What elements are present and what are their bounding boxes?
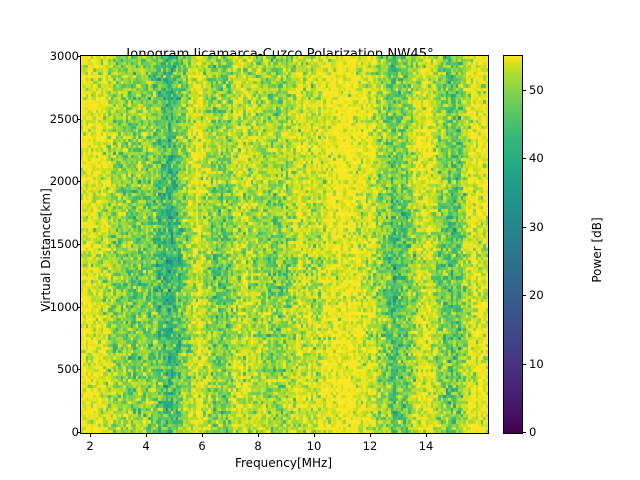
xtick-mark-1 [146, 433, 147, 437]
xtick-label-6: 14 [418, 439, 434, 453]
ytick-mark-4 [76, 181, 80, 183]
xtick-mark-5 [370, 433, 371, 437]
ytick-label-5: 2500 [49, 111, 79, 126]
xtick-mark-3 [258, 433, 259, 437]
ytick-mark-0 [76, 432, 80, 433]
ytick-label-6: 3000 [49, 49, 79, 63]
xtick-label-1: 4 [142, 439, 150, 453]
colorbar-tick-label-3: 30 [529, 219, 544, 234]
xtick-label-4: 10 [306, 439, 322, 453]
xtick-label-0: 2 [86, 439, 94, 453]
ytick-label-0: 0 [71, 425, 79, 439]
colorbar-tick-mark-1 [522, 363, 526, 365]
colorbar-tick-mark-2 [522, 295, 526, 296]
colorbar-tick-mark-3 [522, 226, 526, 228]
ytick-mark-5 [76, 118, 80, 120]
xtick-mark-6 [426, 433, 427, 437]
ytick-label-2: 1000 [49, 299, 79, 314]
xtick-label-2: 6 [198, 439, 206, 453]
plot-area [80, 55, 489, 434]
xtick-mark-0 [90, 433, 91, 437]
ytick-label-1: 500 [57, 362, 79, 377]
colorbar-tick-mark-5 [522, 89, 526, 91]
ytick-label-4: 2000 [49, 174, 79, 189]
ytick-mark-1 [76, 369, 80, 371]
xtick-mark-4 [314, 433, 315, 437]
x-axis-label: Frequency[MHz] [234, 456, 333, 470]
ytick-mark-2 [76, 306, 80, 308]
colorbar-tick-label-5: 50 [529, 82, 544, 97]
colorbar-tick-label-4: 40 [529, 151, 544, 165]
colorbar-tick-mark-4 [522, 158, 526, 159]
xtick-mark-2 [202, 433, 203, 437]
xtick-label-3: 8 [254, 439, 262, 453]
colorbar-tick-label-1: 10 [529, 356, 544, 371]
ytick-label-3: 1500 [49, 237, 79, 251]
colorbar-tick-mark-0 [522, 432, 526, 433]
ionogram-heatmap [81, 56, 488, 433]
ytick-mark-3 [76, 244, 80, 245]
xtick-label-5: 12 [362, 439, 378, 453]
colorbar-tick-label-2: 20 [529, 288, 544, 302]
colorbar [503, 55, 523, 434]
colorbar-tick-label-0: 0 [529, 425, 537, 439]
y-axis-label: Virtual Distance[km] [39, 188, 53, 312]
colorbar-label: Power [dB] [590, 217, 604, 283]
ytick-mark-6 [76, 56, 80, 57]
